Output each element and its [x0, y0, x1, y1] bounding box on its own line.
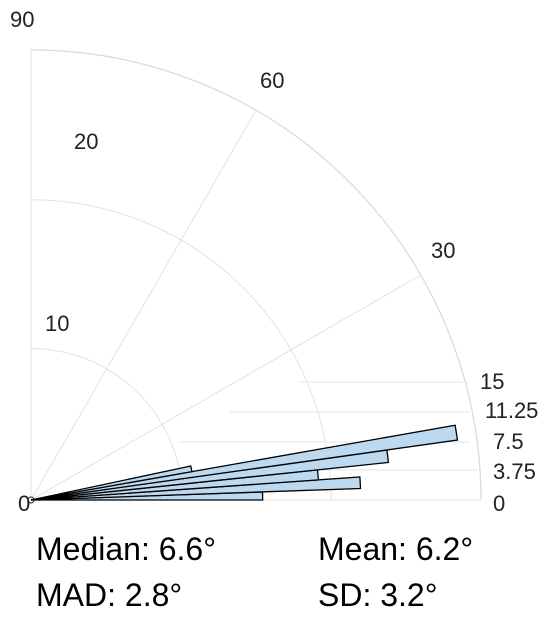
radial-tick-label-11.25: 11.25	[485, 398, 538, 423]
angle-tick-label-30: 30	[431, 238, 455, 263]
radial-tick-label-3.75: 3.75	[493, 459, 536, 484]
inner-scale-label-10: 10	[45, 311, 69, 336]
sd-stat: SD: 3.2°	[318, 577, 438, 613]
bars-group	[30, 424, 459, 501]
mean-stat: Mean: 6.2°	[318, 531, 474, 567]
inner-arc-20	[30, 199, 332, 501]
radial-tick-label-0: 0	[493, 491, 505, 516]
center-point	[27, 496, 35, 504]
radial-tick-label-15: 15	[480, 369, 504, 394]
histogram-bar-6	[30, 465, 193, 501]
spoke-60	[30, 110, 257, 501]
spoke-30	[30, 274, 421, 501]
radial-tick-label-7.5: 7.5	[493, 429, 524, 454]
angle-tick-label-0: 0	[18, 491, 30, 516]
angle-tick-label-90: 90	[10, 7, 34, 32]
angle-tick-label-60: 60	[260, 68, 284, 93]
median-stat: Median: 6.6°	[36, 531, 217, 567]
inner-scale-label-20: 20	[74, 129, 98, 154]
polar-histogram: 0 30 60 90 10 20 0 3.75 7.5 11.25 15	[10, 7, 538, 516]
outer-arc	[30, 49, 482, 501]
inner-arc-10	[30, 348, 183, 501]
mad-stat: MAD: 2.8°	[36, 577, 183, 613]
